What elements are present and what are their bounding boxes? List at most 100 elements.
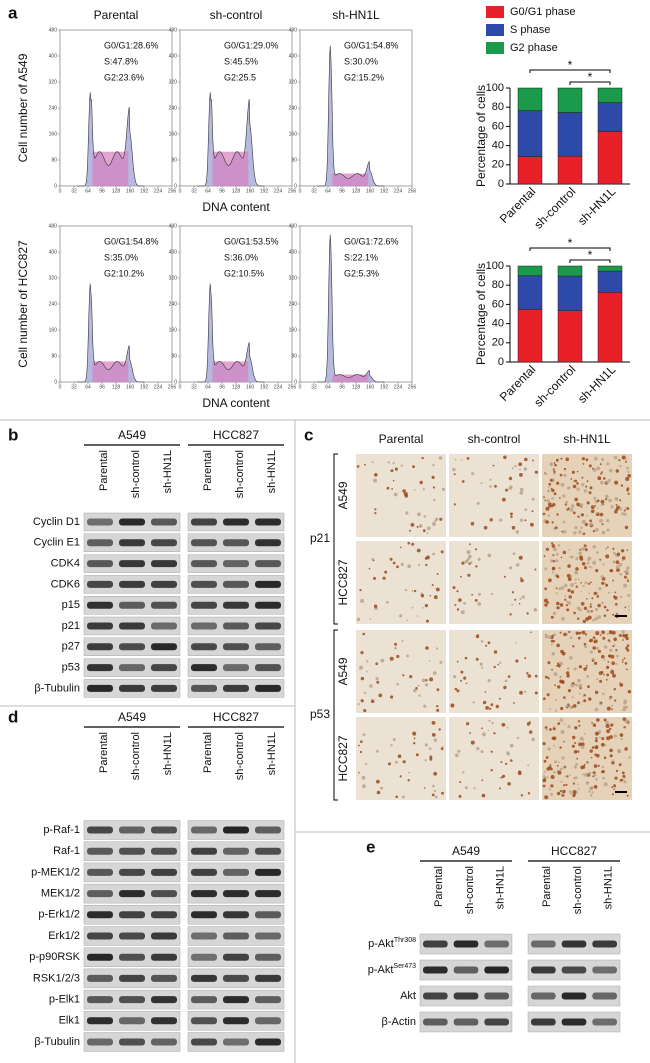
ihc-nucleus <box>584 645 588 649</box>
ihc-nucleus <box>396 654 400 659</box>
x-tick-label: 160 <box>246 384 255 390</box>
ihc-nucleus <box>556 791 561 796</box>
ihc-nucleus <box>584 522 588 527</box>
ihc-nucleus <box>374 511 377 515</box>
blot-band <box>484 966 509 974</box>
ihc-nucleus <box>618 562 623 567</box>
ihc-nucleus <box>524 519 527 522</box>
y-tick-label: 40 <box>492 140 504 152</box>
ihc-nucleus <box>415 753 419 757</box>
ihc-nucleus <box>360 598 365 603</box>
ihc-nucleus <box>596 753 600 758</box>
blot-band <box>531 1018 556 1026</box>
ihc-nucleus <box>424 604 428 608</box>
s-phase-fill <box>92 151 129 186</box>
ihc-nucleus <box>544 675 548 679</box>
ihc-nucleus <box>556 606 560 610</box>
ihc-nucleus <box>590 581 592 584</box>
ihc-nucleus <box>609 748 613 753</box>
blot-band <box>223 664 249 672</box>
ihc-nucleus <box>460 575 462 578</box>
s-phase-fill <box>212 361 249 382</box>
protein-label: β-Actin <box>382 1016 416 1028</box>
ihc-nucleus <box>507 782 511 786</box>
ihc-nucleus <box>613 455 618 460</box>
ihc-nucleus <box>599 463 602 466</box>
ihc-nucleus <box>559 789 562 793</box>
protein-label: Erk1/2 <box>48 930 80 942</box>
ihc-nucleus <box>600 701 603 704</box>
ihc-nucleus <box>417 684 420 687</box>
ihc-nucleus <box>456 689 460 693</box>
ihc-nucleus <box>550 643 553 646</box>
y-tick-label: 320 <box>289 275 298 281</box>
ihc-nucleus <box>595 778 598 781</box>
ihc-nucleus <box>373 699 375 701</box>
y-tick-label: 400 <box>49 249 58 255</box>
ihc-nucleus <box>454 687 458 691</box>
ihc-nucleus <box>621 559 624 562</box>
ihc-nucleus <box>397 754 402 758</box>
ihc-nucleus <box>432 464 435 467</box>
ihc-nucleus <box>583 566 588 570</box>
ihc-nucleus <box>371 461 374 464</box>
ihc-nucleus <box>431 522 436 526</box>
blot-band <box>223 826 249 834</box>
ihc-nucleus <box>431 793 435 797</box>
ihc-nucleus <box>598 587 602 591</box>
ihc-nucleus <box>572 782 576 785</box>
blot-band <box>119 974 145 982</box>
ihc-nucleus <box>450 703 455 708</box>
phase-stat: G2:10.2% <box>104 268 144 278</box>
ihc-nucleus <box>567 486 571 490</box>
ihc-nucleus <box>619 595 623 599</box>
y-tick-label: 240 <box>49 301 58 307</box>
ihc-nucleus <box>428 747 432 750</box>
blot-band <box>87 622 113 630</box>
protein-label: CDK4 <box>51 558 80 570</box>
ihc-nucleus <box>474 599 478 602</box>
ihc-nucleus <box>616 552 621 556</box>
y-tick-label: 20 <box>492 159 504 171</box>
ihc-nucleus <box>579 687 582 690</box>
ihc-nucleus <box>553 771 556 774</box>
blot-band <box>223 996 249 1004</box>
ihc-nucleus <box>596 466 601 471</box>
ihc-nucleus <box>576 487 580 491</box>
ihc-nucleus <box>577 750 580 753</box>
ihc-nucleus <box>574 526 578 530</box>
ihc-nucleus <box>581 773 584 776</box>
blot-band <box>191 974 217 982</box>
ihc-nucleus <box>557 761 560 764</box>
blot-band <box>119 560 145 568</box>
ihc-nucleus <box>432 671 437 675</box>
histogram-line <box>196 92 264 187</box>
ihc-nucleus <box>418 694 421 697</box>
ihc-nucleus <box>569 790 572 793</box>
ihc-nucleus <box>576 502 580 507</box>
ihc-nucleus <box>519 468 521 471</box>
ihc-nucleus <box>519 597 522 600</box>
ihc-nucleus <box>551 497 554 500</box>
ihc-nucleus <box>560 780 563 783</box>
y-tick-label: 480 <box>49 27 58 33</box>
ihc-nucleus <box>458 598 462 602</box>
x-tick-label: 128 <box>352 384 361 390</box>
ihc-nucleus <box>563 740 565 743</box>
ihc-nucleus <box>480 750 484 754</box>
ihc-nucleus <box>454 458 457 461</box>
ihc-nucleus <box>530 631 532 634</box>
ihc-nucleus <box>569 792 572 795</box>
ihc-nucleus <box>622 659 624 661</box>
blot-band <box>87 1038 113 1046</box>
ihc-nucleus <box>586 675 589 678</box>
ihc-nucleus <box>384 570 388 574</box>
blot-band <box>119 868 145 876</box>
ihc-nucleus <box>562 520 566 524</box>
ihc-nucleus <box>413 688 417 693</box>
s-phase-fill <box>212 151 249 186</box>
ihc-nucleus <box>433 595 438 600</box>
ihc-nucleus <box>582 619 586 624</box>
ihc-nucleus <box>579 608 582 612</box>
ihc-nucleus <box>455 753 459 758</box>
